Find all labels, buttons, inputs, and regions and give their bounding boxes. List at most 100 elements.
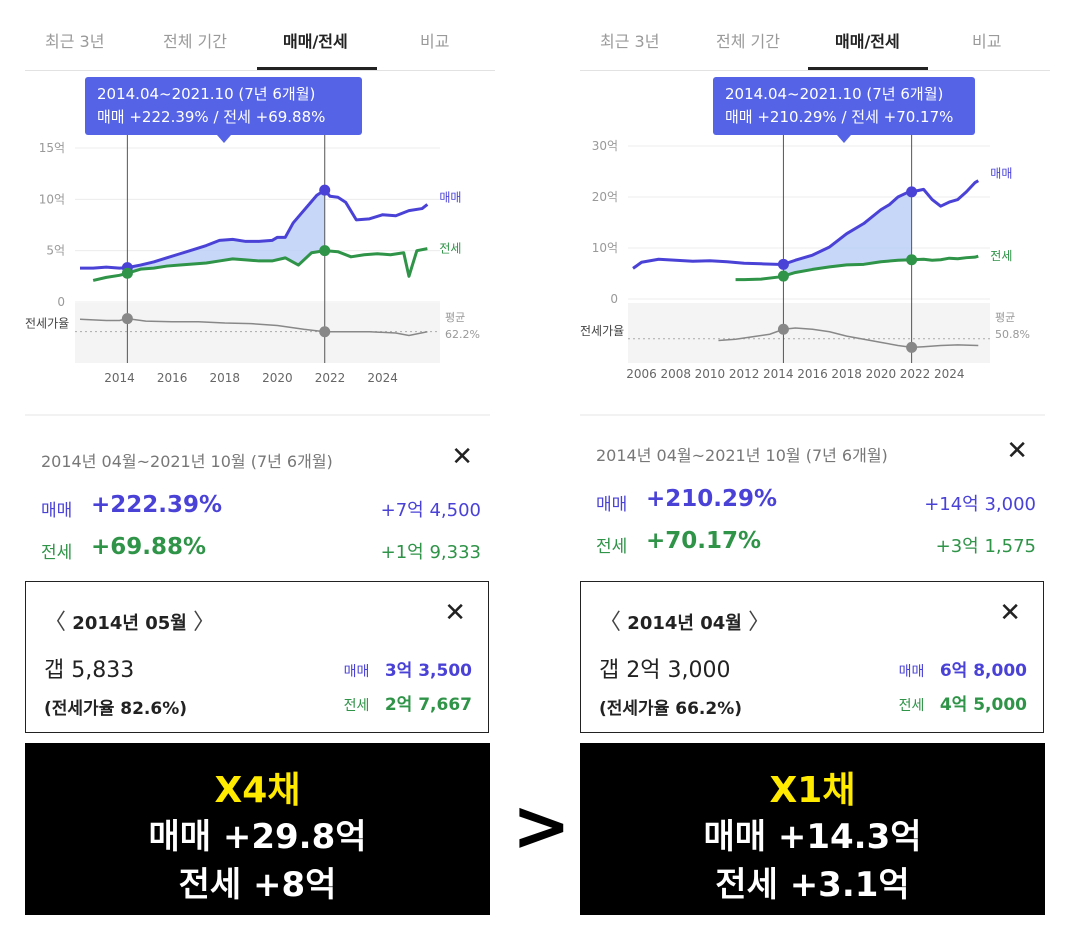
- ratio-point: [777, 323, 789, 335]
- detail-ratio: (전세가율 66.2%): [599, 699, 742, 719]
- tab-all-period[interactable]: 전체 기간: [716, 32, 780, 51]
- summary-buy-amount: +7억 4,500: [380, 500, 481, 521]
- rent-line: [92, 247, 428, 282]
- y-tick-label: 30억: [592, 139, 618, 153]
- buy-point: [777, 258, 789, 270]
- result-banner: X4채 매매 +29.8억 전세 +8억: [25, 743, 490, 915]
- summary-range: 2014년 04월~2021년 10월 (7년 6개월): [41, 452, 333, 471]
- summary-close-icon[interactable]: ✕: [1006, 436, 1028, 466]
- tab-buy-rent[interactable]: 매매/전세: [283, 32, 348, 51]
- rent-series-label: 전세: [990, 249, 1012, 263]
- tab-bar: 최근 3년 전체 기간 매매/전세 비교: [25, 0, 495, 71]
- range-tooltip: 2014.04~2021.10 (7년 6개월) 매매 +210.29% / 전…: [713, 77, 975, 143]
- summary-rent-amount: +1억 9,333: [380, 542, 481, 563]
- detail-rent: 전세 2억 7,667: [344, 690, 472, 715]
- detail-gap: 갭 2억 3,000: [599, 658, 731, 683]
- active-tab-indicator: [257, 67, 377, 70]
- detail-buy: 매매 6억 8,000: [899, 656, 1027, 681]
- y-tick-label: 0: [57, 295, 65, 309]
- y-tick-label: 20억: [592, 190, 618, 204]
- x-tick-label: 2022: [900, 367, 931, 381]
- y-tick-label: 0: [610, 292, 618, 306]
- y-tick-label: 10억: [39, 192, 65, 206]
- ratio-point: [121, 313, 133, 325]
- detail-close-icon[interactable]: ✕: [444, 598, 466, 628]
- average-label: 평균: [995, 311, 1015, 324]
- detail-buy-value: 6억 8,000: [939, 661, 1027, 681]
- average-value: 50.8%: [995, 328, 1030, 341]
- active-tab-indicator: [808, 67, 928, 70]
- month-detail-card: 〈 2014년 04월 〉 ✕ 갭 2억 3,000 (전세가율 66.2%) …: [580, 581, 1044, 733]
- buy-series-label: 매매: [439, 190, 461, 204]
- detail-buy-value: 3억 3,500: [384, 661, 472, 681]
- rent-point: [319, 245, 331, 257]
- tooltip-change: 매매 +210.29% / 전세 +70.17%: [725, 108, 954, 126]
- x-tick-label: 2008: [660, 367, 691, 381]
- detail-ratio: (전세가율 82.6%): [44, 699, 187, 719]
- detail-rent-value: 2억 7,667: [384, 695, 472, 715]
- tab-recent-3y[interactable]: 최근 3년: [600, 32, 660, 51]
- y-tick-label: 5억: [46, 244, 65, 258]
- summary-buy-row: 매매 +222.39% +7억 4,500: [41, 492, 481, 522]
- detail-rent-value: 4억 5,000: [939, 695, 1027, 715]
- tab-compare[interactable]: 비교: [972, 32, 1002, 51]
- summary-close-icon[interactable]: ✕: [451, 442, 473, 472]
- tooltip-range: 2014.04~2021.10 (7년 6개월): [725, 85, 944, 103]
- tab-bar: 최근 3년 전체 기간 매매/전세 비교: [580, 0, 1050, 71]
- tab-buy-rent[interactable]: 매매/전세: [835, 32, 900, 51]
- next-month-icon[interactable]: 〉: [748, 610, 771, 635]
- tab-compare[interactable]: 비교: [420, 32, 450, 51]
- rent-series-label: 전세: [439, 242, 461, 256]
- summary-range: 2014년 04월~2021년 10월 (7년 6개월): [596, 446, 888, 465]
- summary-rent-row: 전세 +69.88% +1억 9,333: [41, 534, 481, 564]
- detail-rent-label: 전세: [343, 698, 370, 714]
- tab-all-period[interactable]: 전체 기간: [163, 32, 227, 51]
- summary-buy-pct: +210.29%: [646, 486, 778, 512]
- tooltip-range: 2014.04~2021.10 (7년 6개월): [97, 85, 316, 103]
- detail-buy-label: 매매: [898, 664, 925, 680]
- x-tick-label: 2024: [367, 371, 398, 385]
- summary-rent-pct: +69.88%: [91, 534, 207, 560]
- left-panel: 최근 3년 전체 기간 매매/전세 비교 15억 10억 5억 0 전세가율 평균 62.2…: [25, 0, 515, 940]
- ratio-axis-label: 전세가율: [25, 317, 69, 331]
- banner-rent-line: 전세 +8억: [178, 865, 337, 905]
- banner-buy-line: 매매 +14.3억: [703, 817, 922, 857]
- prev-month-icon[interactable]: 〈: [44, 610, 67, 635]
- banner-buy-line: 매매 +29.8억: [148, 817, 367, 857]
- summary-rent-label: 전세: [596, 537, 628, 557]
- comparison-symbol: >: [512, 785, 571, 867]
- prev-month-icon[interactable]: 〈: [599, 610, 622, 635]
- buy-series-label: 매매: [990, 167, 1012, 181]
- detail-rent: 전세 4억 5,000: [899, 690, 1027, 715]
- detail-close-icon[interactable]: ✕: [999, 598, 1021, 628]
- next-month-icon[interactable]: 〉: [193, 610, 216, 635]
- x-tick-label: 2016: [797, 367, 828, 381]
- average-label: 평균: [445, 311, 465, 324]
- x-tick-label: 2006: [626, 367, 657, 381]
- detail-buy: 매매 3억 3,500: [344, 656, 472, 681]
- ratio-point: [906, 341, 918, 353]
- month-navigator: 〈 2014년 05월 〉: [44, 604, 215, 636]
- banner-rent-line: 전세 +3.1억: [715, 865, 910, 905]
- x-tick-label: 2014: [104, 371, 135, 385]
- tooltip-change: 매매 +222.39% / 전세 +69.88%: [97, 108, 326, 126]
- ratio-band: [75, 303, 440, 363]
- x-tick-label: 2018: [831, 367, 862, 381]
- tooltip-caret: [217, 135, 231, 143]
- summary-rent-label: 전세: [41, 543, 73, 563]
- price-chart[interactable]: 30억 20억 10억 0 전세가율 평균 50.8% 매매 전세 2006 2008 2010 201…: [580, 70, 1050, 416]
- ratio-point: [319, 326, 331, 338]
- x-tick-label: 2024: [934, 367, 965, 381]
- detail-gap: 갭 5,833: [44, 658, 135, 683]
- x-tick-label: 2016: [157, 371, 188, 385]
- x-tick-label: 2020: [262, 371, 293, 385]
- range-tooltip: 2014.04~2021.10 (7년 6개월) 매매 +222.39% / 전…: [85, 77, 362, 143]
- ratio-band: [628, 303, 990, 363]
- tab-recent-3y[interactable]: 최근 3년: [45, 32, 105, 51]
- summary-buy-pct: +222.39%: [91, 492, 223, 518]
- price-chart[interactable]: 15억 10억 5억 0 전세가율 평균 62.2% 매매 전세 2014 2016 2018 2020…: [25, 70, 495, 416]
- banner-multiplier: X4채: [214, 770, 301, 811]
- summary-rent-pct: +70.17%: [646, 528, 762, 554]
